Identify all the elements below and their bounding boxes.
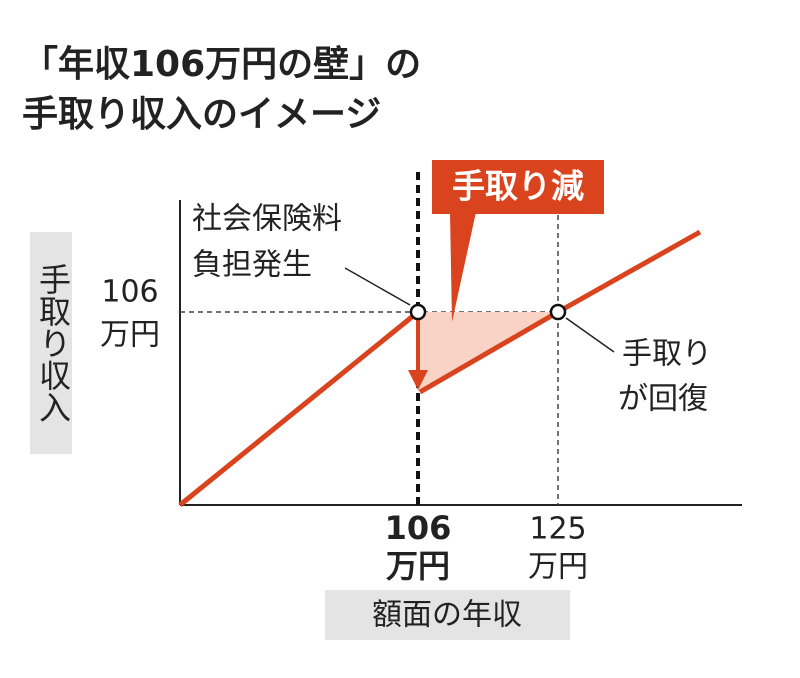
x-tick-unit: 万円 — [386, 547, 450, 585]
point — [409, 303, 427, 321]
annotation: 負担発生 — [192, 248, 312, 283]
callout-text: 手取り減 — [452, 167, 584, 206]
leader-line — [344, 267, 411, 306]
x-label-box — [325, 590, 570, 640]
annotation: 社会保険料 — [192, 202, 342, 237]
x-tick-number: 125 — [529, 512, 586, 547]
x-tick-number: 106 — [385, 509, 452, 547]
income-line — [178, 310, 420, 507]
leader-line — [565, 317, 615, 353]
x-tick-unit: 万円 — [528, 550, 588, 585]
y-tick-unit: 万円 — [100, 318, 160, 353]
y-axis-label: 手取り収入 — [34, 263, 72, 423]
title-line: 「年収106万円の壁」の — [22, 44, 421, 85]
callout-pointer — [450, 212, 476, 322]
drop-arrowhead — [408, 370, 428, 390]
annotation: が回復 — [618, 382, 708, 417]
y-label-box — [30, 232, 72, 454]
point — [549, 303, 567, 321]
y-tick-number: 106 — [101, 275, 158, 310]
title-line: 手取り収入のイメージ — [22, 94, 381, 135]
x-axis-label: 額面の年収 — [372, 598, 522, 633]
callout-box — [432, 160, 604, 214]
annotation: 手取り — [622, 337, 712, 372]
